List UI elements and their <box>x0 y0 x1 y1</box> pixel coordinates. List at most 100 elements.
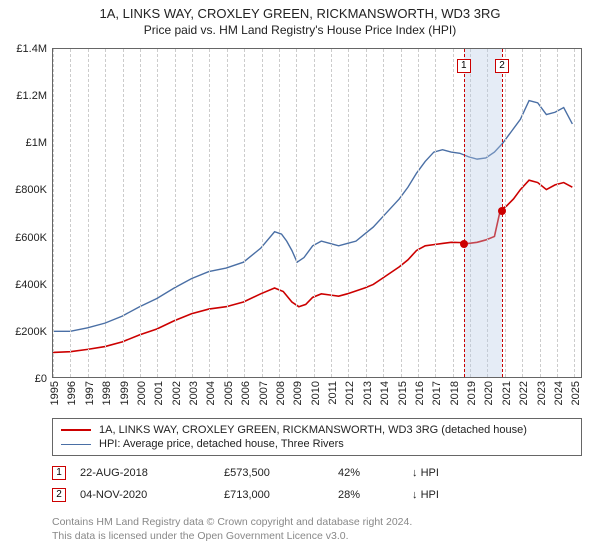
y-axis-label: £400K <box>15 279 47 291</box>
y-axis-label: £1.2M <box>16 90 47 102</box>
x-axis-label: 2010 <box>310 381 322 405</box>
event-dashline <box>464 49 465 377</box>
annotation-row: 2 04-NOV-2020 £713,000 28% ↓ HPI <box>52 484 582 506</box>
annotation-dir-label: HPI <box>421 489 439 501</box>
legend: 1A, LINKS WAY, CROXLEY GREEN, RICKMANSWO… <box>52 418 582 456</box>
x-axis-label: 1995 <box>49 381 61 405</box>
x-axis-label: 2004 <box>205 381 217 405</box>
y-axis-label: £200K <box>15 326 47 338</box>
x-axis-label: 2012 <box>344 381 356 405</box>
legend-label: HPI: Average price, detached house, Thre… <box>99 438 344 450</box>
annotation-price: £713,000 <box>224 489 324 501</box>
gridline <box>209 49 210 377</box>
gridline <box>522 49 523 377</box>
x-axis-label: 2007 <box>258 381 270 405</box>
highlight-band <box>464 49 502 377</box>
gridline <box>262 49 263 377</box>
x-axis-label: 2011 <box>327 381 339 405</box>
chart-title-line2: Price paid vs. HM Land Registry's House … <box>0 23 600 37</box>
footer-attribution: Contains HM Land Registry data © Crown c… <box>52 516 582 543</box>
x-axis-label: 2001 <box>153 381 165 405</box>
x-axis-label: 2017 <box>431 381 443 405</box>
y-axis-label: £1M <box>26 137 47 149</box>
annotation-marker: 2 <box>52 488 66 502</box>
x-axis-label: 2016 <box>414 381 426 405</box>
gridline <box>105 49 106 377</box>
legend-item: HPI: Average price, detached house, Thre… <box>61 437 573 451</box>
annotation-price: £573,500 <box>224 467 324 479</box>
annotation-pct: 28% <box>338 489 398 501</box>
sale-marker-dot <box>460 240 468 248</box>
footer-line: Contains HM Land Registry data © Crown c… <box>52 516 582 530</box>
gridline <box>88 49 89 377</box>
x-axis-label: 2009 <box>292 381 304 405</box>
x-axis-label: 2025 <box>570 381 582 405</box>
x-axis-label: 2022 <box>518 381 530 405</box>
arrow-down-icon: ↓ <box>412 489 418 501</box>
chart-title-block: 1A, LINKS WAY, CROXLEY GREEN, RICKMANSWO… <box>0 0 600 37</box>
legend-item: 1A, LINKS WAY, CROXLEY GREEN, RICKMANSWO… <box>61 423 573 437</box>
x-axis-label: 2018 <box>449 381 461 405</box>
x-axis-label: 2006 <box>240 381 252 405</box>
legend-swatch <box>61 444 91 445</box>
gridline <box>70 49 71 377</box>
x-axis-label: 2021 <box>501 381 513 405</box>
y-axis-label: £1.4M <box>16 43 47 55</box>
gridline <box>331 49 332 377</box>
legend-label: 1A, LINKS WAY, CROXLEY GREEN, RICKMANSWO… <box>99 424 527 436</box>
x-axis-label: 1997 <box>84 381 96 405</box>
annotation-pct: 42% <box>338 467 398 479</box>
y-axis-label: £800K <box>15 184 47 196</box>
gridline <box>157 49 158 377</box>
gridline <box>401 49 402 377</box>
x-axis-label: 1996 <box>66 381 78 405</box>
sale-marker-dot <box>498 207 506 215</box>
event-marker: 2 <box>495 59 509 73</box>
x-axis-label: 2023 <box>536 381 548 405</box>
gridline <box>418 49 419 377</box>
x-axis-label: 2000 <box>136 381 148 405</box>
annotation-dir-label: HPI <box>421 467 439 479</box>
gridline <box>244 49 245 377</box>
gridline <box>53 49 54 377</box>
x-axis-label: 2003 <box>188 381 200 405</box>
footer-line: This data is licensed under the Open Gov… <box>52 530 582 544</box>
annotation-row: 1 22-AUG-2018 £573,500 42% ↓ HPI <box>52 462 582 484</box>
arrow-down-icon: ↓ <box>412 467 418 479</box>
annotation-direction: ↓ HPI <box>412 467 458 479</box>
gridline <box>366 49 367 377</box>
gridline <box>123 49 124 377</box>
event-marker: 1 <box>457 59 471 73</box>
y-axis-label: £600K <box>15 232 47 244</box>
annotation-date: 04-NOV-2020 <box>80 489 210 501</box>
gridline <box>435 49 436 377</box>
x-axis-label: 2013 <box>362 381 374 405</box>
x-axis-label: 2024 <box>553 381 565 405</box>
gridline <box>383 49 384 377</box>
annotation-date: 22-AUG-2018 <box>80 467 210 479</box>
annotation-direction: ↓ HPI <box>412 489 458 501</box>
gridline <box>279 49 280 377</box>
annotation-marker: 1 <box>52 466 66 480</box>
annotations-table: 1 22-AUG-2018 £573,500 42% ↓ HPI 2 04-NO… <box>52 462 582 506</box>
gridline <box>175 49 176 377</box>
x-axis-label: 2005 <box>223 381 235 405</box>
gridline <box>192 49 193 377</box>
gridline <box>574 49 575 377</box>
gridline <box>140 49 141 377</box>
x-axis-label: 2015 <box>397 381 409 405</box>
x-axis-label: 1999 <box>119 381 131 405</box>
x-axis-label: 2002 <box>171 381 183 405</box>
gridline <box>348 49 349 377</box>
x-axis-label: 2008 <box>275 381 287 405</box>
y-axis-label: £0 <box>35 373 47 385</box>
gridline <box>557 49 558 377</box>
plot-area: £0£200K£400K£600K£800K£1M£1.2M£1.4M19951… <box>52 48 582 378</box>
gridline <box>227 49 228 377</box>
gridline <box>540 49 541 377</box>
legend-swatch <box>61 429 91 431</box>
x-axis-label: 1998 <box>101 381 113 405</box>
gridline <box>314 49 315 377</box>
chart-title-line1: 1A, LINKS WAY, CROXLEY GREEN, RICKMANSWO… <box>0 6 600 21</box>
x-axis-label: 2014 <box>379 381 391 405</box>
